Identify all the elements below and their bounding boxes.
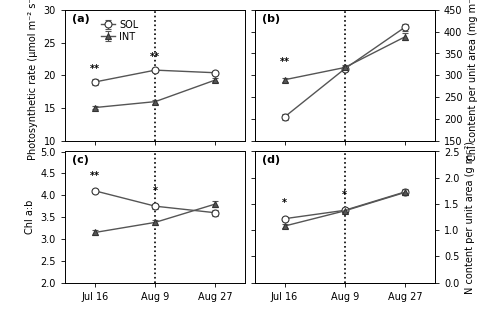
Y-axis label: Photosynthetic rate (μmol m⁻² s⁻¹): Photosynthetic rate (μmol m⁻² s⁻¹) bbox=[28, 0, 38, 161]
Y-axis label: Chl content per unit area (mg m⁻²): Chl content per unit area (mg m⁻²) bbox=[468, 0, 478, 161]
Text: (d): (d) bbox=[262, 155, 280, 165]
Text: **: ** bbox=[90, 64, 100, 74]
Y-axis label: N content per unit area (g m⁻²): N content per unit area (g m⁻²) bbox=[465, 141, 475, 293]
Text: (c): (c) bbox=[72, 155, 89, 165]
Text: *: * bbox=[152, 186, 158, 196]
Text: (b): (b) bbox=[262, 14, 280, 24]
Y-axis label: Chl a:b: Chl a:b bbox=[25, 200, 35, 234]
Text: *: * bbox=[282, 198, 287, 208]
Legend: SOL, INT: SOL, INT bbox=[97, 16, 142, 46]
Text: **: ** bbox=[150, 52, 160, 62]
Text: **: ** bbox=[280, 58, 289, 68]
Text: **: ** bbox=[90, 171, 100, 181]
Text: *: * bbox=[342, 190, 347, 200]
Text: (a): (a) bbox=[72, 14, 90, 24]
